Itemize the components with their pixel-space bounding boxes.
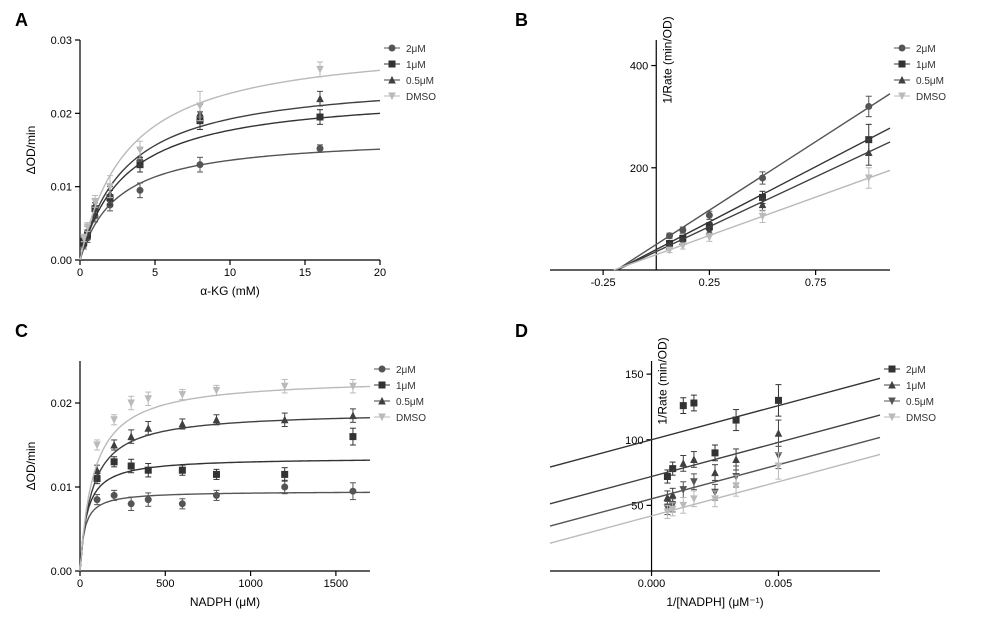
svg-text:20: 20 bbox=[374, 267, 386, 279]
svg-text:0.000: 0.000 bbox=[638, 578, 666, 590]
svg-text:DMSO: DMSO bbox=[396, 413, 426, 424]
figure-grid: A 0 5 10 15 20 0.00 0.01 0.02 0.03 α-KG (mM) ΔOD/m… bbox=[10, 10, 990, 622]
svg-text:1μM: 1μM bbox=[906, 381, 926, 392]
panel-B: B -0.25 0.25 0.75 200 400 1/Rate (min/OD) 2μM 1… bbox=[510, 10, 1000, 311]
panel-D: D 0.0000.005501001501/[NADPH] (μM⁻¹)1/Ra… bbox=[510, 321, 1000, 622]
panel-C: C 0 500 1000 1500 0.00 0.01 0.02 NADPH (μM) ΔOD/… bbox=[10, 321, 500, 622]
panel-D-label: D bbox=[515, 321, 528, 342]
svg-text:5: 5 bbox=[152, 267, 158, 279]
svg-text:200: 200 bbox=[630, 163, 648, 175]
svg-text:0.5μM: 0.5μM bbox=[396, 397, 424, 408]
svg-text:DMSO: DMSO bbox=[906, 413, 936, 424]
svg-text:0.5μM: 0.5μM bbox=[916, 76, 944, 87]
svg-text:0.02: 0.02 bbox=[51, 108, 72, 120]
svg-text:10: 10 bbox=[224, 267, 236, 279]
svg-text:DMSO: DMSO bbox=[916, 92, 946, 103]
svg-text:150: 150 bbox=[625, 369, 643, 381]
svg-text:α-KG (mM): α-KG (mM) bbox=[200, 284, 260, 298]
panel-D-svg: 0.0000.005501001501/[NADPH] (μM⁻¹)1/Rate… bbox=[510, 321, 1000, 621]
svg-text:1μM: 1μM bbox=[396, 381, 416, 392]
svg-text:DMSO: DMSO bbox=[406, 92, 436, 103]
panel-A-svg: 0 5 10 15 20 0.00 0.01 0.02 0.03 α-KG (mM) ΔOD/min… bbox=[10, 10, 500, 310]
svg-text:0.00: 0.00 bbox=[51, 255, 72, 267]
panel-C-svg: 0 500 1000 1500 0.00 0.01 0.02 NADPH (μM) ΔOD/mi… bbox=[10, 321, 500, 621]
svg-text:2μM: 2μM bbox=[396, 365, 416, 376]
svg-text:2μM: 2μM bbox=[406, 44, 426, 55]
svg-text:0.02: 0.02 bbox=[51, 398, 72, 410]
panel-A-label: A bbox=[15, 10, 28, 31]
svg-text:0.00: 0.00 bbox=[51, 566, 72, 578]
svg-text:0.005: 0.005 bbox=[765, 578, 793, 590]
svg-text:1/Rate (min/OD): 1/Rate (min/OD) bbox=[656, 337, 670, 424]
svg-text:NADPH (μM): NADPH (μM) bbox=[190, 595, 260, 609]
svg-text:0.01: 0.01 bbox=[51, 482, 72, 494]
svg-text:0.75: 0.75 bbox=[805, 277, 826, 289]
svg-text:0.01: 0.01 bbox=[51, 182, 72, 194]
panel-A: A 0 5 10 15 20 0.00 0.01 0.02 0.03 α-KG (mM) ΔOD/m… bbox=[10, 10, 500, 311]
svg-text:2μM: 2μM bbox=[916, 44, 936, 55]
panel-B-svg: -0.25 0.25 0.75 200 400 1/Rate (min/OD) 2μM 1μM… bbox=[510, 10, 1000, 310]
panel-C-label: C bbox=[15, 321, 28, 342]
svg-text:15: 15 bbox=[299, 267, 311, 279]
svg-text:ΔOD/min: ΔOD/min bbox=[24, 442, 38, 491]
svg-text:-0.25: -0.25 bbox=[591, 277, 616, 289]
svg-text:0: 0 bbox=[77, 267, 83, 279]
svg-text:0.5μM: 0.5μM bbox=[406, 76, 434, 87]
svg-text:0.03: 0.03 bbox=[51, 35, 72, 47]
svg-text:1μM: 1μM bbox=[916, 60, 936, 71]
svg-text:ΔOD/min: ΔOD/min bbox=[24, 126, 38, 175]
panel-B-label: B bbox=[515, 10, 528, 31]
svg-text:500: 500 bbox=[156, 578, 174, 590]
svg-text:0: 0 bbox=[77, 578, 83, 590]
svg-text:0.25: 0.25 bbox=[699, 277, 720, 289]
svg-text:1500: 1500 bbox=[324, 578, 348, 590]
svg-text:2μM: 2μM bbox=[906, 365, 926, 376]
svg-text:1000: 1000 bbox=[238, 578, 262, 590]
svg-text:1/Rate (min/OD): 1/Rate (min/OD) bbox=[660, 16, 674, 103]
svg-text:1μM: 1μM bbox=[406, 60, 426, 71]
svg-text:0.5μM: 0.5μM bbox=[906, 397, 934, 408]
svg-text:1/[NADPH] (μM⁻¹): 1/[NADPH] (μM⁻¹) bbox=[666, 595, 763, 609]
svg-text:400: 400 bbox=[630, 61, 648, 73]
